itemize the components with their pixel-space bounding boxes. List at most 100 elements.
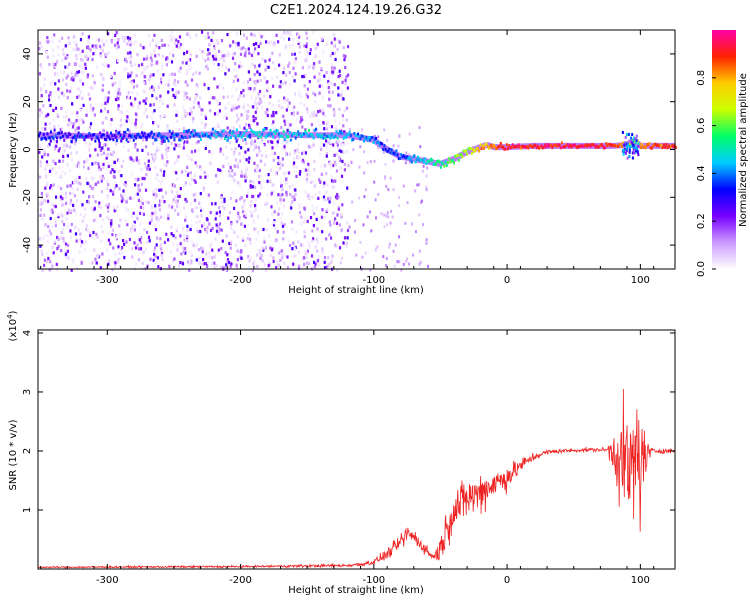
noise-cell <box>173 103 176 107</box>
noise-cell <box>78 64 81 68</box>
noise-cell <box>217 101 220 105</box>
noise-cell <box>149 257 152 261</box>
ridge-cell <box>54 134 57 138</box>
noise-cell <box>63 223 66 227</box>
noise-cell <box>76 126 79 130</box>
ridge-cell <box>316 133 319 137</box>
noise-cell <box>208 222 211 226</box>
noise-cell <box>273 183 276 187</box>
ridge-cell <box>165 136 168 139</box>
noise-cell <box>118 128 121 132</box>
noise-cell <box>386 211 389 215</box>
noise-cell <box>131 91 134 95</box>
noise-cell <box>52 54 55 58</box>
noise-cell <box>225 263 228 267</box>
noise-cell <box>243 53 246 57</box>
noise-cell <box>305 251 308 255</box>
noise-cell <box>239 159 242 163</box>
noise-cell <box>303 264 307 268</box>
noise-cell <box>267 41 271 45</box>
noise-cell <box>102 218 105 222</box>
noise-cell <box>111 233 114 237</box>
noise-cell <box>151 212 154 216</box>
noise-cell <box>282 66 286 70</box>
noise-cell <box>251 185 254 189</box>
noise-cell <box>305 47 308 51</box>
noise-cell <box>148 78 151 82</box>
noise-cell <box>341 144 344 148</box>
noise-cell <box>39 164 42 168</box>
noise-cell <box>52 62 55 66</box>
noise-cell <box>219 168 222 172</box>
noise-cell <box>317 45 320 49</box>
noise-cell <box>250 214 253 218</box>
noise-cell <box>65 217 68 221</box>
noise-cell <box>79 38 83 42</box>
y-tick-label: 4 <box>22 330 33 336</box>
ridge-cell <box>75 137 78 141</box>
noise-cell <box>94 218 97 222</box>
noise-cell <box>84 213 87 217</box>
ridge-cell <box>582 144 585 148</box>
noise-cell <box>75 151 78 155</box>
noise-cell <box>246 194 249 198</box>
noise-cell <box>80 108 83 112</box>
noise-cell <box>49 260 52 264</box>
noise-cell <box>154 208 157 212</box>
noise-cell <box>68 62 71 66</box>
noise-cell <box>68 145 71 149</box>
noise-cell <box>258 175 261 179</box>
noise-cell <box>39 208 42 212</box>
noise-cell <box>92 177 95 181</box>
noise-cell <box>201 262 204 266</box>
noise-cell <box>316 240 319 245</box>
noise-cell <box>281 147 284 151</box>
ridge-cell <box>249 133 252 137</box>
noise-cell <box>122 251 125 255</box>
noise-cell <box>173 80 176 85</box>
noise-cell <box>346 221 349 225</box>
spectrogram-ridge <box>37 127 677 169</box>
noise-cell <box>118 265 121 269</box>
noise-cell <box>209 250 212 254</box>
noise-cell <box>363 171 366 175</box>
ridge-cell <box>129 134 132 138</box>
noise-cell <box>256 253 259 257</box>
noise-cell <box>293 151 296 155</box>
noise-cell <box>313 62 316 66</box>
noise-cell <box>272 43 275 47</box>
noise-cell <box>238 64 241 68</box>
noise-cell <box>321 230 324 234</box>
noise-cell <box>117 107 120 111</box>
noise-cell <box>250 200 253 204</box>
noise-cell <box>207 57 210 61</box>
noise-cell <box>44 186 47 190</box>
ridge-cell <box>630 144 633 148</box>
noise-cell <box>170 232 173 236</box>
ridge-cell <box>239 131 242 135</box>
noise-cell <box>362 223 365 227</box>
ridge-cell <box>584 143 587 147</box>
noise-cell <box>232 152 235 156</box>
ridge-cell <box>625 133 628 137</box>
noise-cell <box>64 255 68 259</box>
noise-cell <box>206 32 210 36</box>
ridge-cell <box>258 130 261 134</box>
noise-cell <box>338 107 341 111</box>
noise-cell <box>259 256 262 260</box>
noise-cell <box>192 116 195 120</box>
ridge-cell <box>510 145 513 149</box>
noise-cell <box>273 219 276 223</box>
noise-cell <box>227 51 230 55</box>
noise-cell <box>160 247 163 251</box>
noise-cell <box>161 63 164 67</box>
noise-cell <box>139 195 142 199</box>
noise-cell <box>153 252 156 257</box>
noise-cell <box>207 86 210 91</box>
noise-cell <box>279 80 282 84</box>
colorbar: 0.00.20.40.60.8 Normalized spectral ampl… <box>696 30 749 277</box>
noise-cell <box>214 53 217 57</box>
noise-cell <box>112 81 115 85</box>
noise-cell <box>272 114 275 118</box>
noise-cell <box>135 214 138 218</box>
